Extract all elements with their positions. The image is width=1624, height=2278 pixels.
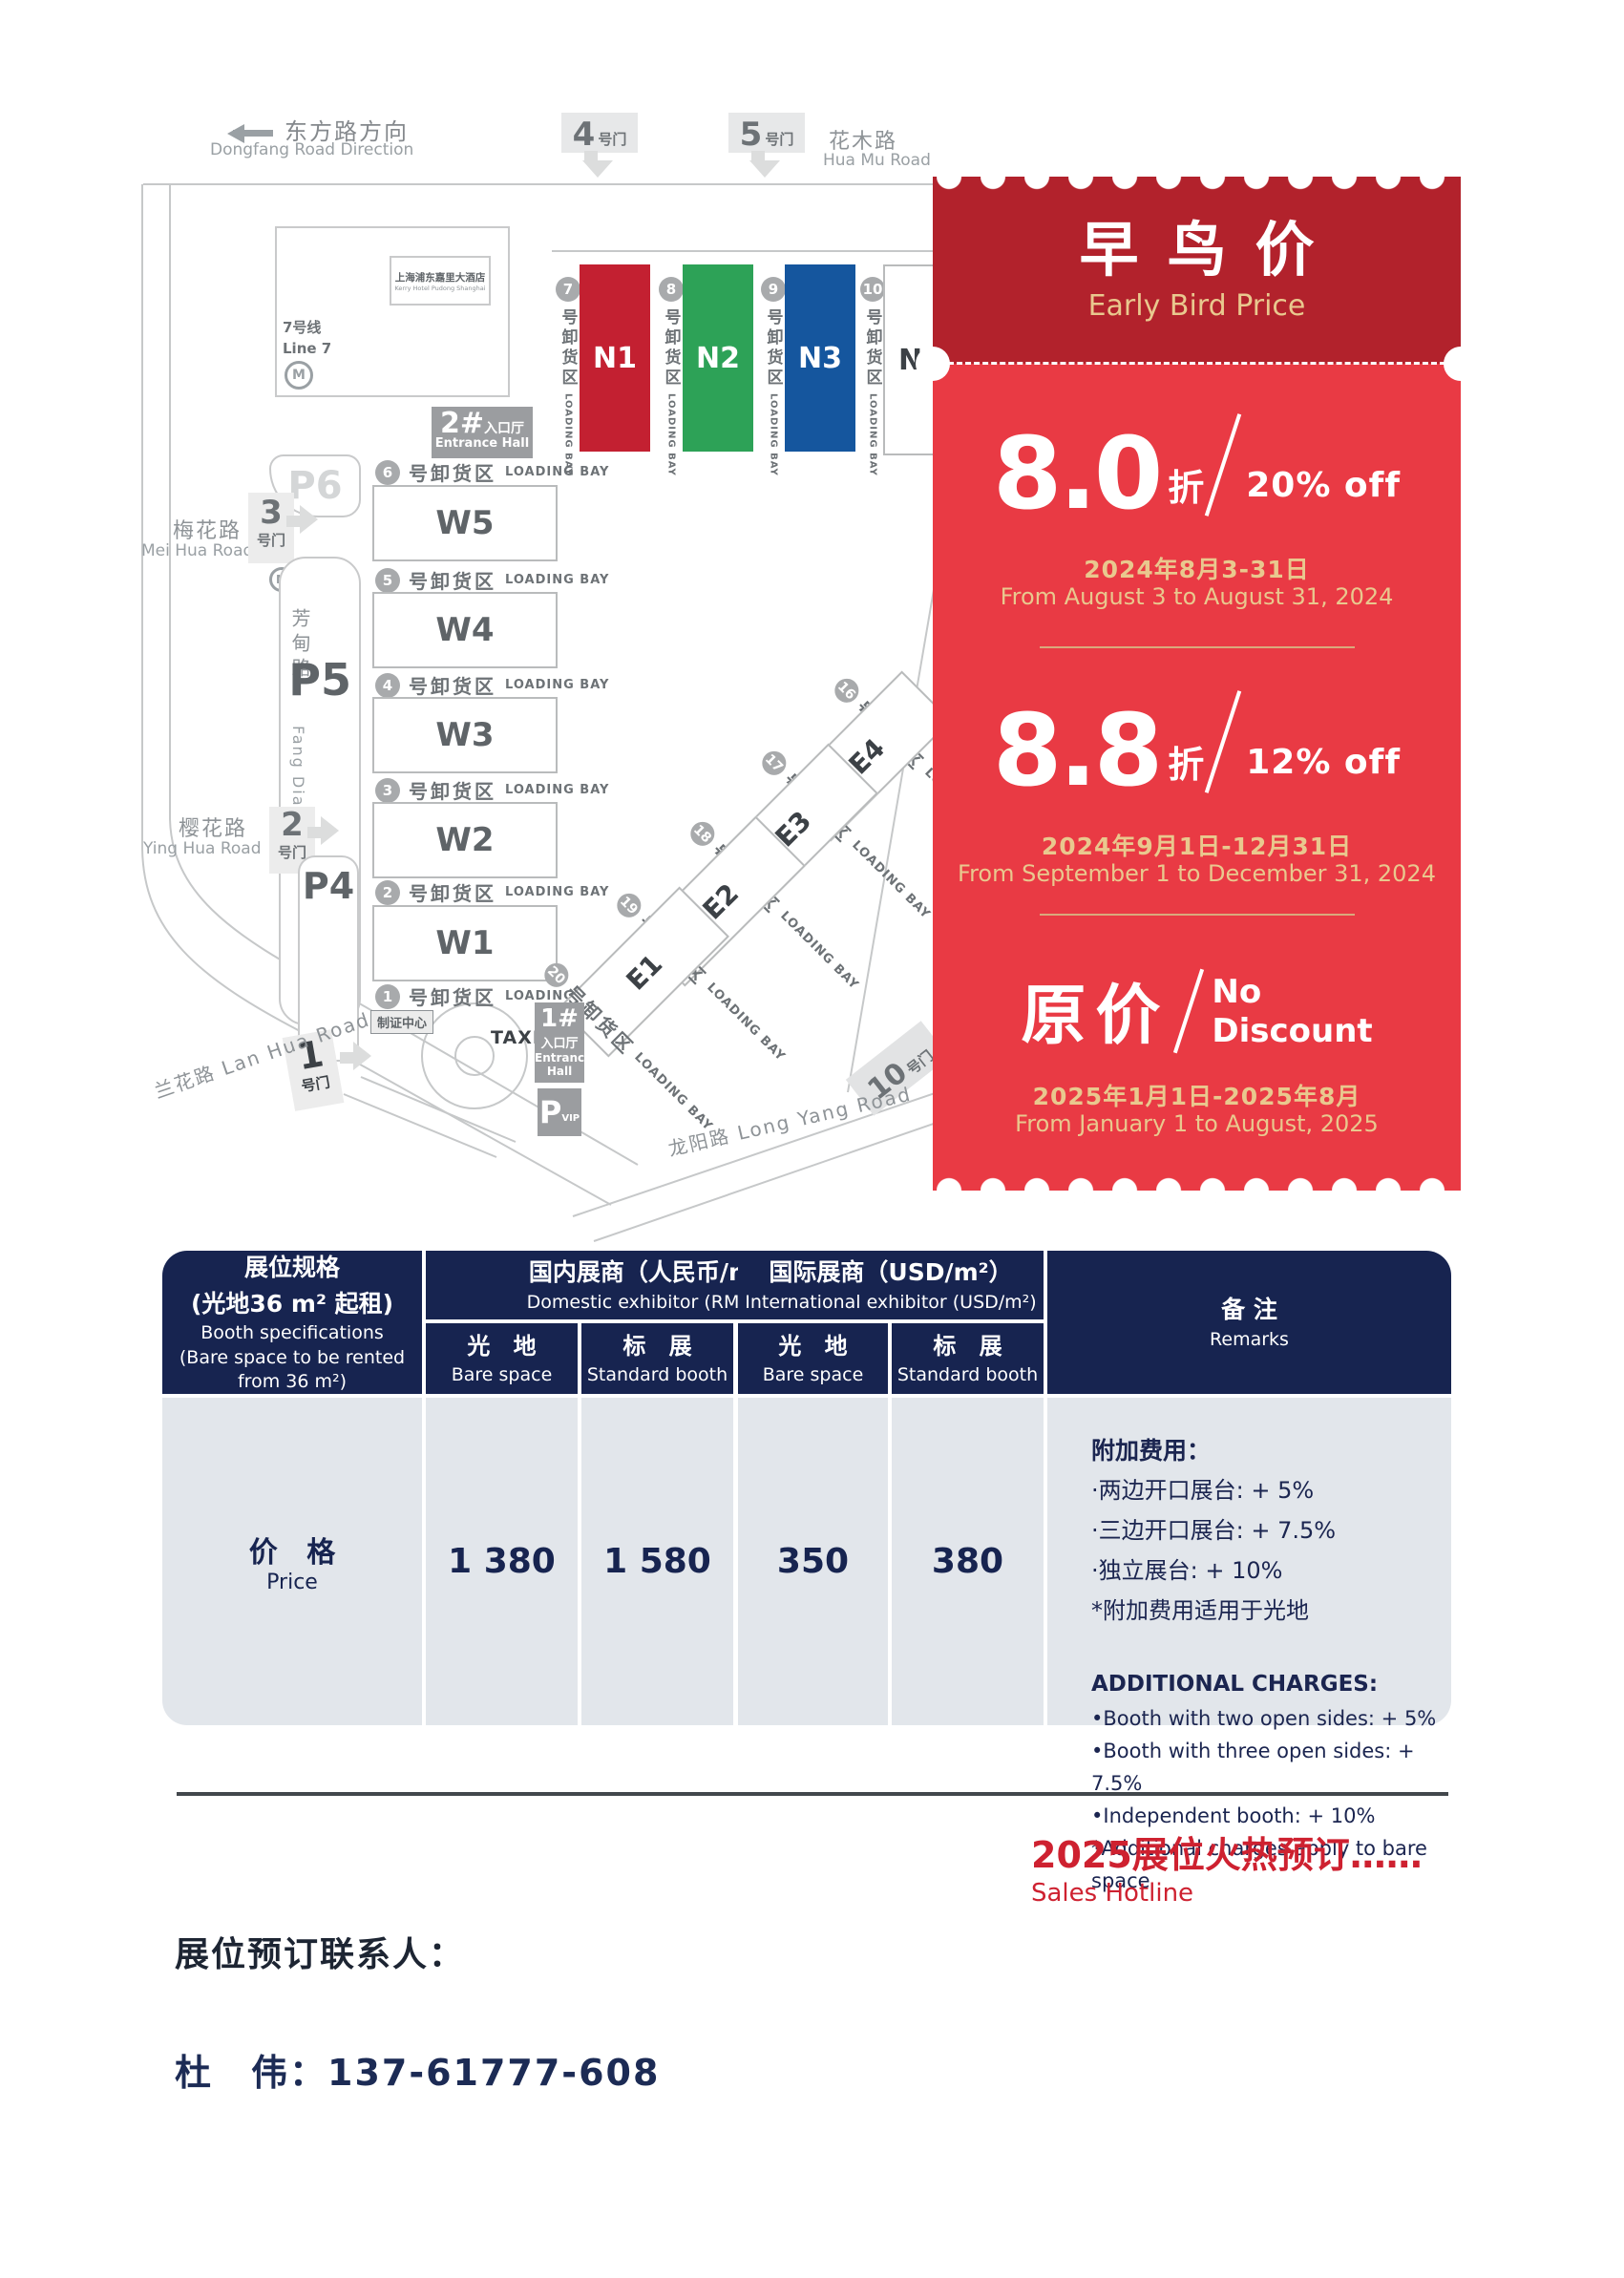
road-meihua-en: Mei Hua Road — [141, 541, 254, 560]
gate-3-arrow-head-icon — [300, 505, 332, 534]
gate-4: 4 号门 — [561, 113, 638, 153]
hall-w3: W3 — [372, 697, 558, 773]
gate-4-arrow-icon — [584, 151, 598, 162]
metro-logo-icon: M — [285, 361, 313, 390]
sub-standard-usd: 标 展 Standard booth — [892, 1323, 1044, 1394]
road-dongfang-zh: 东方路方向 — [285, 118, 409, 145]
hotel-name-zh: 上海浦东嘉里大酒店 — [394, 271, 486, 284]
coupon-scallop-top — [937, 163, 1457, 190]
no-discount-label: No Discount — [1212, 973, 1373, 1051]
coupon-dashed-line — [948, 362, 1445, 365]
hall-w1: W1 — [372, 905, 558, 981]
road-dongfang-en: Dongfang Road Direction — [210, 140, 414, 159]
taxi-label: TAXI — [491, 1027, 540, 1048]
coupon-scallop-bottom — [937, 1177, 1457, 1204]
vip-parking: P VIP — [538, 1088, 581, 1136]
loading-bay-10: 10 号卸货区 LOADING BAY — [859, 277, 886, 476]
venue-map: 东方路方向 Dongfang Road Direction 4 号门 5 号门 花木… — [141, 113, 1009, 1242]
badge-center: 制证中心 — [370, 1010, 434, 1034]
sub-bare-usd: 光 地 Bare space — [738, 1323, 888, 1394]
group-intl-header: 国际展商（USD/m²） International exhibitor (US… — [738, 1251, 1044, 1319]
hotline-title: 2025展位火热预订…… — [1031, 1834, 1423, 1876]
hall-n1: N1 — [580, 264, 650, 452]
gate-4-arrow-head-icon — [582, 160, 613, 193]
gate-1-arrow-icon — [340, 1052, 355, 1064]
coupon-notch-left — [916, 347, 950, 381]
loading-bay-8: 8 号卸货区 LOADING BAY — [658, 277, 685, 476]
price-label-cell: 价 格 Price — [162, 1398, 422, 1725]
gate-2-arrow-head-icon — [321, 816, 353, 845]
tier2-rate: 8.8 折 12% off — [933, 671, 1461, 800]
loading-bay-6: 6 号卸货区 LOADING BAY — [375, 458, 609, 486]
price-bare-rmb: 1 380 — [426, 1398, 578, 1725]
slash-icon — [1173, 968, 1205, 1054]
tier3-date-en: From January 1 to August, 2025 — [1015, 1110, 1379, 1137]
footer-divider — [177, 1792, 1448, 1796]
contact-phone: 杜 伟：137-61777-608 — [175, 2052, 661, 2094]
contact-label: 展位预订联系人： — [175, 1935, 466, 1974]
hotel-name-en: Kerry Hotel Pudong Shanghai — [394, 284, 486, 292]
tier-divider-2 — [1040, 914, 1355, 916]
sub-standard-rmb: 标 展 Standard booth — [581, 1323, 733, 1394]
road-yinghua-zh: 樱花路 — [179, 817, 248, 841]
col-remarks-header: 备 注 Remarks — [1047, 1251, 1451, 1394]
loading-bay-5: 5 号卸货区 LOADING BAY — [375, 566, 609, 594]
hotline-subtitle: Sales Hotline — [1031, 1879, 1194, 1908]
price-bare-usd: 350 — [738, 1398, 888, 1725]
hall-w4: W4 — [372, 592, 558, 668]
remarks-cell: 附加费用： ·两边开口展台: + 5% ·三边开口展台: + 7.5% ·独立展… — [1047, 1398, 1451, 1892]
gate-3-arrow-icon — [286, 516, 302, 527]
loading-bay-9: 9 号卸货区 LOADING BAY — [760, 277, 787, 476]
tier-divider-1 — [1040, 646, 1355, 648]
coupon-header — [933, 177, 1461, 364]
coupon-title-en: Early Bird Price — [1087, 289, 1306, 323]
tier2-date-en: From September 1 to December 31, 2024 — [958, 860, 1436, 887]
road-huamu-zh: 花木路 — [829, 130, 898, 154]
coupon-notch-right — [1444, 347, 1478, 381]
gate-2-arrow-icon — [307, 827, 323, 838]
price-table: 展位规格 (光地36 m² 起租) Booth specifications (… — [162, 1251, 1451, 1892]
col-spec-header: 展位规格 (光地36 m² 起租) Booth specifications (… — [162, 1251, 422, 1394]
gate-5: 5 号门 — [728, 113, 805, 153]
tier3-rate: 原价 No Discount — [933, 952, 1461, 1057]
metro-line7-label-a: 7号线 Line 7 — [283, 319, 332, 357]
coupon-title-zh: 早鸟价 — [1079, 215, 1343, 285]
hall-n2: N2 — [683, 264, 753, 452]
loading-bay-3: 3 号卸货区 LOADING BAY — [375, 776, 609, 804]
road-fangdian-zh: 芳甸路 — [288, 608, 311, 683]
gate-1-arrow-head-icon — [353, 1042, 386, 1070]
tier1-date-en: From August 3 to August 31, 2024 — [1000, 583, 1394, 610]
road-yinghua-en: Ying Hua Road — [143, 839, 262, 858]
loading-bay-4: 4 号卸货区 LOADING BAY — [375, 671, 609, 699]
hall-n3: N3 — [785, 264, 855, 452]
slash-icon — [1205, 413, 1242, 517]
gate-3: 3 号门 — [248, 493, 294, 563]
entrance-hall-1: 1# 入口厅 Entrance Hall — [535, 1002, 592, 1083]
gate-5-arrow-icon — [751, 151, 765, 162]
tier1-rate: 8.0 折 20% off — [933, 394, 1461, 523]
entrance-hall-2: 2#入口厅 Entrance Hall — [432, 407, 533, 458]
hotel-block — [275, 226, 510, 397]
early-bird-coupon: 早鸟价 Early Bird Price 8.0 折 20% off 2024年… — [916, 163, 1478, 1204]
sub-bare-rmb: 光 地 Bare space — [426, 1323, 578, 1394]
hall-w5: W5 — [372, 485, 558, 561]
hall-w2: W2 — [372, 802, 558, 878]
tier1-date-zh: 2024年8月3-31日 — [1084, 556, 1310, 583]
loading-bay-2: 2 号卸货区 LOADING BAY — [375, 878, 609, 906]
road-meihua-zh: 梅花路 — [173, 519, 243, 543]
slash-icon — [1205, 690, 1242, 793]
dongfang-arrow-icon — [218, 122, 273, 143]
road-huamu-en: Hua Mu Road — [823, 151, 931, 170]
price-standard-rmb: 1 580 — [581, 1398, 733, 1725]
loading-bay-7: 7 号卸货区 LOADING BAY — [555, 277, 581, 476]
tier2-date-zh: 2024年9月1日-12月31日 — [1041, 833, 1353, 860]
tier3-date-zh: 2025年1月1日-2025年8月 — [1032, 1083, 1361, 1110]
price-standard-usd: 380 — [892, 1398, 1044, 1725]
parking-p4: P4 — [298, 855, 359, 1062]
hotel-name-box: 上海浦东嘉里大酒店 Kerry Hotel Pudong Shanghai — [390, 256, 491, 306]
gate-5-arrow-head-icon — [749, 160, 780, 193]
